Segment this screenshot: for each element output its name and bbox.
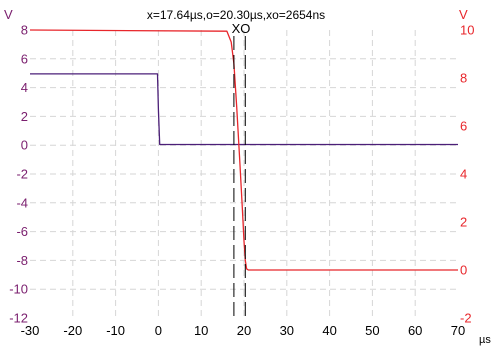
right-tick-label: 4	[460, 167, 467, 182]
right-tick-label: 10	[460, 23, 474, 38]
left-tick-label: -6	[16, 224, 28, 239]
series	[29, 29, 458, 271]
x-tick-label: 50	[365, 323, 379, 338]
left-axis-unit: V	[4, 7, 13, 22]
x-tick-label: 30	[280, 323, 294, 338]
x-tick-label: 70	[451, 323, 465, 338]
right-axis-unit: V	[459, 7, 468, 22]
cursor-readout: x=17.64µs,o=20.30µs,xo=2654ns	[147, 8, 325, 22]
purple-trace	[30, 73, 458, 146]
left-tick-label: 6	[21, 51, 28, 66]
left-tick-label: 8	[21, 23, 28, 38]
x-tick-label: 60	[408, 323, 422, 338]
cursors	[233, 36, 246, 318]
x-tick-label: 40	[322, 323, 336, 338]
right-tick-label: 2	[460, 215, 467, 230]
left-tick-label: -8	[16, 253, 28, 268]
tick-labels: -30 -20 -10 0 10 20 30 40 50 60 7086420-2-4-6-8-10…	[9, 23, 474, 339]
x-tick-label: 0	[155, 323, 162, 338]
left-tick-label: 4	[21, 80, 28, 95]
left-tick-label: -10	[9, 282, 28, 297]
cursor-label: XO	[232, 21, 251, 36]
x-tick-label: -20	[63, 323, 82, 338]
right-tick-label: 0	[460, 263, 467, 278]
left-tick-label: 0	[21, 138, 28, 153]
right-tick-label: -2	[460, 311, 472, 326]
right-tick-label: 6	[460, 119, 467, 134]
red-trace	[29, 29, 458, 271]
left-tick-label: -2	[16, 167, 28, 182]
x-tick-label: 10	[194, 323, 208, 338]
left-tick-label: -4	[16, 195, 28, 210]
x-tick-label: -10	[106, 323, 125, 338]
x-axis-unit: µs	[479, 334, 491, 346]
left-tick-label: 2	[21, 109, 28, 124]
right-tick-label: 8	[460, 71, 467, 86]
x-tick-label: -30	[21, 323, 40, 338]
x-tick-label: 20	[237, 323, 251, 338]
left-tick-label: -12	[9, 311, 28, 326]
grid	[30, 30, 458, 318]
